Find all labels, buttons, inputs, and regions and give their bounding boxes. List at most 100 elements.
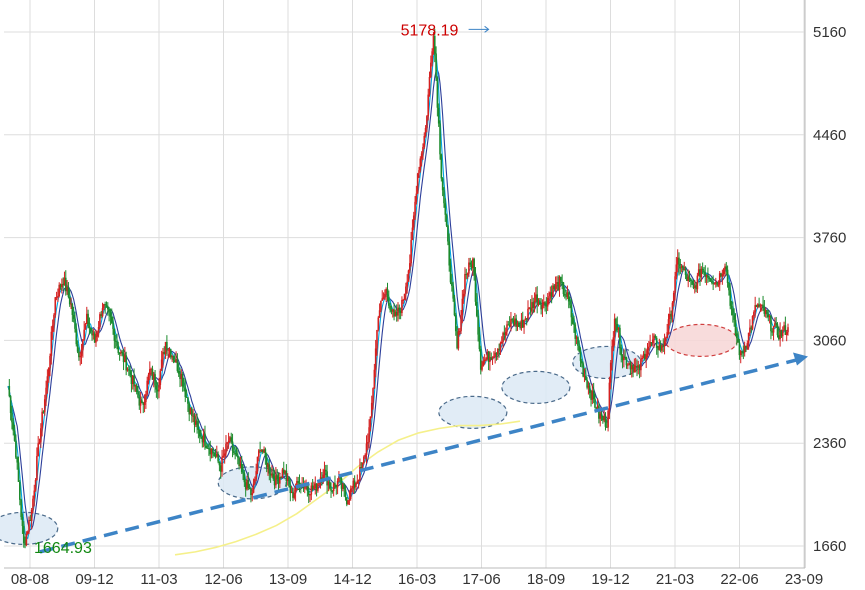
- candle-body: [57, 296, 59, 298]
- candle-body: [716, 282, 718, 286]
- candle-body: [423, 135, 426, 148]
- candle-body: [491, 357, 494, 360]
- candle-body: [458, 331, 461, 333]
- y-axis-ticks: 1660 2360 3060 3760 4460 5160: [813, 24, 846, 555]
- candle-body: [511, 319, 514, 321]
- candle-body: [407, 270, 410, 282]
- candle-body: [152, 374, 155, 380]
- candle-body: [545, 305, 548, 307]
- candle-body: [751, 316, 754, 329]
- candle-body: [389, 305, 391, 310]
- candle-body: [469, 262, 472, 265]
- candle-body: [688, 276, 691, 280]
- candle-body: [80, 350, 83, 356]
- candle-body: [439, 123, 441, 155]
- candle-body: [377, 317, 380, 330]
- candle-body: [730, 305, 733, 309]
- candle-body: [158, 384, 160, 392]
- candle-body: [474, 275, 477, 302]
- candle-body: [96, 332, 99, 337]
- candle-body: [649, 342, 651, 347]
- candle-body: [209, 448, 212, 455]
- candle-body: [68, 296, 71, 305]
- candle-body: [260, 450, 263, 452]
- candle-body: [139, 400, 142, 406]
- candle-body: [368, 427, 370, 443]
- candle-body: [490, 357, 493, 360]
- candle-body: [172, 356, 175, 361]
- trendline-arrowhead: [793, 352, 808, 366]
- candle-body: [105, 305, 108, 307]
- candle-body: [133, 375, 135, 387]
- candle-body: [380, 300, 382, 311]
- candle-body: [537, 301, 540, 305]
- candle-body: [33, 490, 36, 499]
- candle-body: [219, 465, 222, 472]
- candle-body: [402, 299, 405, 301]
- candle-body: [16, 457, 18, 463]
- candle-body: [327, 481, 330, 486]
- candle-body: [156, 389, 159, 392]
- candle-body: [218, 461, 221, 466]
- candle-body: [99, 314, 101, 327]
- candle-body: [403, 293, 406, 300]
- candle-body: [494, 352, 496, 357]
- candle-body: [32, 498, 34, 510]
- candle-body: [419, 158, 422, 171]
- candle-body: [196, 420, 198, 428]
- candle-body: [49, 356, 51, 369]
- candle-body: [59, 284, 62, 288]
- candle-body: [45, 387, 47, 400]
- candle-body: [307, 490, 310, 495]
- candle-body: [586, 380, 588, 388]
- candle-body: [137, 392, 139, 398]
- candle-body: [486, 351, 489, 359]
- candle-body: [642, 353, 645, 359]
- candle-body: [279, 476, 281, 484]
- candle-body: [194, 420, 197, 425]
- candle-body: [571, 317, 574, 324]
- candle-body: [303, 487, 306, 489]
- candle-body: [560, 276, 562, 282]
- candle-body: [67, 287, 70, 297]
- candle-body: [185, 396, 188, 398]
- candle-body: [180, 374, 183, 380]
- candle-body: [485, 358, 487, 360]
- candle-body: [184, 387, 187, 397]
- candle-body: [690, 279, 692, 282]
- candle-body: [629, 363, 632, 370]
- candle-body: [330, 488, 332, 491]
- candle-body: [370, 402, 373, 417]
- candle-body: [22, 526, 25, 544]
- candle-body: [556, 282, 558, 285]
- candle-body: [215, 453, 218, 457]
- candle-body: [360, 467, 363, 469]
- candle-body: [557, 282, 560, 290]
- candle-body: [612, 337, 615, 348]
- candle-body: [608, 382, 611, 411]
- candle-body: [76, 344, 79, 352]
- candle-body: [120, 351, 122, 354]
- candle-body: [78, 351, 80, 358]
- candle-body: [118, 352, 121, 354]
- candle-body: [9, 396, 12, 414]
- candle-body: [261, 450, 264, 453]
- candle-body: [201, 436, 204, 443]
- candle-body: [288, 477, 290, 486]
- candle-body: [373, 369, 376, 389]
- candle-body: [470, 264, 473, 269]
- candle-body: [294, 489, 297, 494]
- candle-body: [661, 345, 663, 351]
- candle-body: [787, 327, 789, 333]
- candle-body: [659, 344, 662, 351]
- candle-body: [145, 394, 147, 403]
- candle-body: [43, 399, 46, 413]
- candle-body: [381, 298, 384, 301]
- x-tick-label: 17-06: [462, 571, 500, 588]
- candle-body: [687, 276, 690, 281]
- candle-body: [477, 315, 479, 335]
- candle-body: [374, 348, 377, 370]
- candle-body: [369, 416, 372, 428]
- candle-body: [8, 386, 11, 397]
- candle-body: [708, 277, 711, 280]
